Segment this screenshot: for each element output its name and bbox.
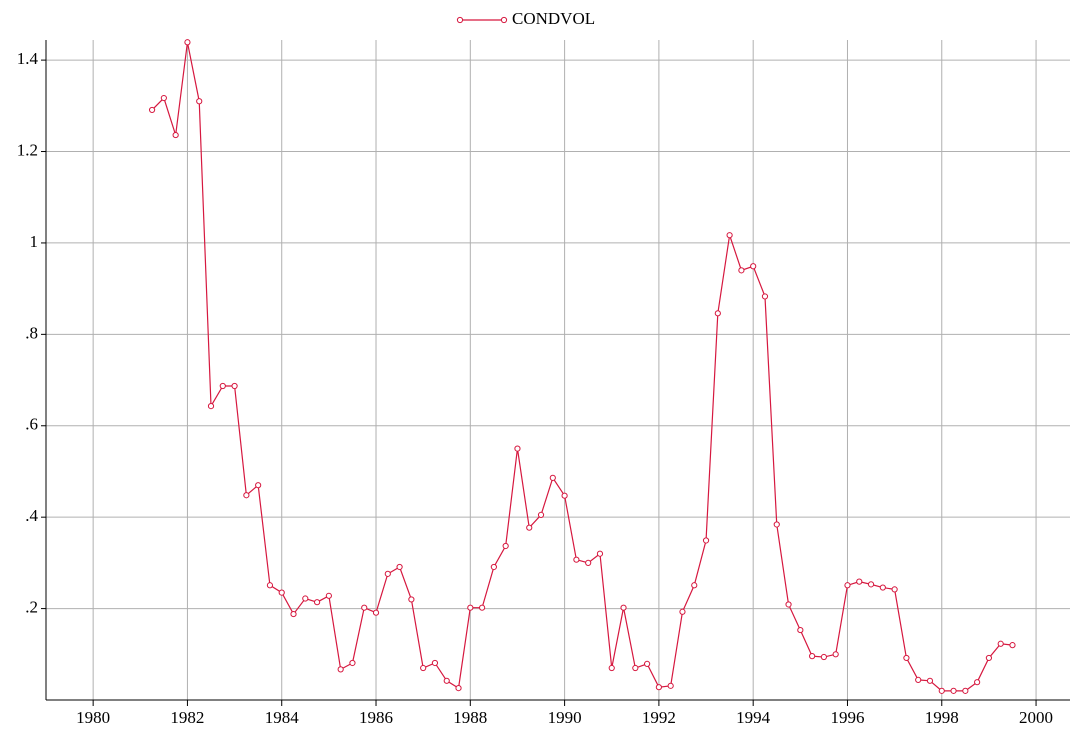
point: [290, 610, 297, 618]
point: [184, 39, 191, 46]
point: [702, 537, 710, 544]
point: [714, 310, 721, 317]
point: [761, 293, 769, 300]
point: [726, 232, 733, 239]
point: [797, 626, 804, 634]
point: [585, 559, 592, 566]
y-tick-label: 1.2: [17, 140, 38, 159]
point: [915, 676, 922, 683]
point: [396, 563, 403, 571]
point: [372, 609, 380, 616]
point: [844, 582, 851, 589]
point: [514, 445, 521, 452]
point: [620, 604, 627, 611]
point: [537, 511, 545, 518]
y-tick-label: .4: [25, 506, 38, 525]
point: [172, 131, 179, 139]
point: [467, 604, 474, 611]
point: [867, 581, 875, 588]
point: [490, 563, 497, 571]
point: [408, 596, 415, 603]
point: [266, 582, 274, 589]
x-tick-label: 1980: [76, 708, 110, 727]
point: [773, 521, 780, 528]
point: [526, 524, 533, 531]
x-tick-label: 1996: [830, 708, 864, 727]
point: [738, 267, 745, 274]
point: [809, 653, 816, 660]
point: [997, 640, 1004, 647]
x-tick-label: 1990: [548, 708, 582, 727]
point: [950, 687, 957, 694]
point: [573, 556, 580, 563]
point: [255, 482, 262, 489]
point: [196, 98, 203, 105]
y-tick-label: .6: [25, 415, 38, 434]
x-tick-label: 1984: [265, 708, 300, 727]
point: [502, 542, 509, 550]
x-tick-label: 1982: [170, 708, 204, 727]
x-tick-label: 2000: [1019, 708, 1053, 727]
point: [632, 664, 639, 672]
point: [243, 492, 250, 499]
x-tick-label: 1994: [736, 708, 771, 727]
point: [148, 106, 156, 114]
point: [879, 584, 886, 591]
point: [926, 677, 934, 684]
point: [608, 664, 615, 672]
point: [691, 582, 698, 589]
y-tick-label: 1.4: [17, 49, 39, 68]
x-tick-label: 1986: [359, 708, 393, 727]
point: [820, 653, 828, 661]
point: [337, 666, 344, 673]
y-tick-label: .2: [25, 597, 38, 616]
point: [974, 679, 981, 686]
point: [443, 677, 450, 684]
point: [655, 684, 662, 691]
point: [313, 599, 321, 606]
point: [891, 586, 898, 593]
point: [561, 492, 568, 499]
point: [1009, 642, 1016, 649]
point: [856, 578, 863, 585]
point: [219, 382, 226, 390]
point: [455, 685, 462, 692]
point: [667, 682, 674, 689]
y-tick-label: 1: [30, 232, 39, 251]
point: [549, 474, 556, 481]
point: [160, 94, 167, 102]
x-tick-label: 1992: [642, 708, 676, 727]
legend-marker: [500, 16, 508, 24]
point: [361, 604, 368, 611]
point: [785, 601, 792, 608]
point: [278, 589, 285, 596]
x-tick-label: 1998: [925, 708, 959, 727]
point: [985, 654, 993, 662]
point: [938, 687, 945, 694]
point: [679, 608, 686, 615]
point: [420, 664, 427, 672]
point: [903, 654, 910, 662]
point: [207, 403, 215, 410]
legend-marker: [456, 16, 464, 24]
point: [302, 595, 309, 602]
point: [325, 592, 332, 599]
point: [832, 651, 839, 658]
x-tick-label: 1988: [453, 708, 487, 727]
y-tick-label: .8: [25, 323, 38, 342]
point: [596, 550, 604, 557]
point: [384, 570, 391, 577]
point: [750, 263, 757, 270]
point: [962, 687, 969, 694]
legend-label: CONDVOL: [512, 9, 595, 28]
point: [644, 660, 651, 667]
point: [349, 659, 356, 667]
point: [431, 659, 439, 667]
point: [231, 382, 238, 390]
point: [478, 604, 486, 611]
